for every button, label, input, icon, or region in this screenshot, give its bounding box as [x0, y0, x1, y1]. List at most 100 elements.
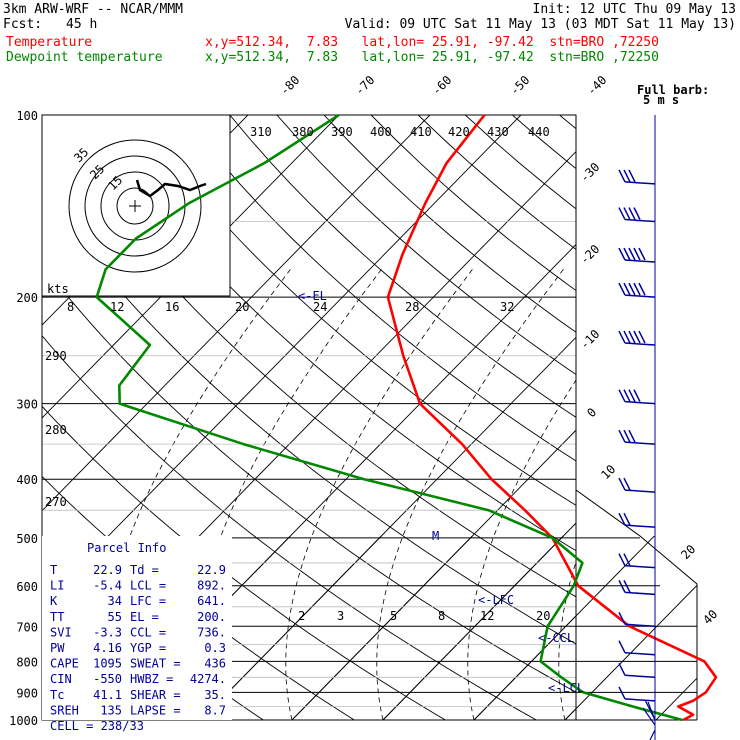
sounding-curves	[95, 113, 718, 722]
wind-barb-flag	[633, 247, 641, 261]
wind-barb-staff	[624, 342, 656, 346]
wind-barb	[618, 611, 656, 628]
frame	[41, 114, 698, 721]
wind-barb	[618, 330, 656, 346]
isotherm-line	[42, 115, 431, 512]
wind-barb-staff	[624, 489, 656, 493]
theta-left-label: 290	[45, 349, 67, 363]
mixing-ratio-label: 20	[536, 609, 550, 623]
level-marker-ccl: <-CCL	[538, 631, 574, 645]
pressure-label: 700	[16, 620, 38, 634]
isotherm-line	[200, 536, 382, 720]
isotherm-right-label: 0	[584, 405, 599, 420]
legend-dewpoint-info: x,y=512.34, 7.83 lat,lon= 25.91, -97.42 …	[205, 50, 659, 65]
wind-barb-flag	[628, 169, 636, 183]
parcel-param-name: CIN	[50, 672, 72, 686]
wind-barb-flag	[628, 207, 636, 220]
theta-label: 380	[292, 125, 314, 139]
wind-barb	[618, 553, 656, 569]
level-marker-lfc: <-LFC	[478, 593, 514, 607]
wind-barb	[618, 389, 656, 405]
wind-barb-flag	[623, 477, 631, 491]
surface-barb-cluster	[642, 699, 656, 740]
mixing-ratio-label: 2	[298, 609, 305, 623]
wind-barb-flag	[623, 282, 631, 296]
wind-barb-staff	[624, 441, 656, 445]
parcel-cell: CELL = 238/33	[50, 719, 144, 733]
wind-barb-flag	[633, 207, 641, 220]
isotherm-line	[656, 115, 740, 720]
isotherm-top-label: -40	[584, 73, 609, 98]
wind-barb-staff	[624, 564, 656, 569]
wind-barb-flag	[623, 207, 631, 220]
pressure-label: 100	[16, 109, 38, 123]
forecast-hour: 45 h	[66, 17, 98, 32]
isotherm-line	[42, 115, 522, 605]
hodograph-ring	[68, 139, 202, 273]
wind-barb-flag	[623, 247, 631, 261]
wind-barb-flag	[633, 282, 641, 296]
wind-barb-flag	[618, 169, 626, 183]
parcel-param-name: CAPE	[50, 657, 79, 671]
wind-barb-flag	[618, 282, 626, 296]
parcel-title: Parcel Info	[87, 541, 166, 555]
legend-temperature-info: x,y=512.34, 7.83 lat,lon= 25.91, -97.42 …	[205, 35, 659, 50]
wind-barb-staff	[624, 674, 656, 679]
mixing-ratio-label: 3	[337, 609, 344, 623]
parcel-info-box: Parcel Info T 22.9 Td = 22.9 LI -5.4 LCL = 892. K…	[42, 536, 232, 733]
wind-barb-staff	[624, 591, 656, 596]
isotherm-right-label: -20	[577, 242, 602, 267]
wind-barb-flag	[618, 512, 626, 526]
wind-barb-staff	[624, 400, 656, 405]
parcel-param-name: EL =	[130, 610, 159, 624]
wind-barb-flag	[618, 611, 626, 625]
parcel-param-name: Tc	[50, 688, 64, 702]
isotherm-line	[473, 615, 576, 720]
mixing-ratio-label: 8	[67, 300, 74, 314]
wind-barb-flag	[618, 662, 626, 676]
wind-barb-staff	[624, 181, 656, 185]
mixing-ratio-line	[285, 269, 473, 720]
wind-barb-flag	[618, 247, 626, 261]
isotherm-right-label: 10	[598, 462, 618, 482]
mixing-ratio-label: 28	[405, 300, 419, 314]
parcel-param-name: T	[50, 563, 57, 577]
level-marker-lcl: <-LCL	[548, 681, 584, 695]
wind-barb	[618, 282, 656, 298]
parcel-param-value: 641.	[197, 594, 226, 608]
parcel-param-value: 22.9	[197, 563, 226, 577]
parcel-param-name: SHEAR =	[130, 688, 181, 702]
pressure-label: 500	[16, 532, 38, 546]
plot-frame-lower-edge	[575, 489, 698, 720]
wind-barb-flag	[618, 553, 626, 566]
parcel-param-name: SWEAT =	[130, 657, 181, 671]
wind-barb-flag	[618, 330, 626, 344]
dry-adiabat-line	[182, 115, 576, 462]
parcel-param-value: 892.	[197, 579, 226, 593]
hodograph-unit-label: kts	[47, 282, 69, 296]
wind-barb-staff	[624, 218, 656, 223]
wind-barb-flag	[618, 686, 626, 700]
isotherm-line	[382, 522, 576, 720]
mixing-ratio-line	[376, 269, 564, 720]
wind-barb-flag	[623, 553, 631, 566]
theta-label: 310	[250, 125, 272, 139]
dry-adiabat-line	[464, 115, 576, 210]
wind-barb-flag	[638, 282, 646, 296]
mixing-ratio-label: 12	[480, 609, 494, 623]
parcel-param-value: 0.3	[204, 641, 226, 655]
wind-barb-flag	[623, 389, 631, 402]
theta-label: 400	[370, 125, 392, 139]
mixing-ratio-label: 16	[165, 300, 179, 314]
theta-label: 410	[410, 125, 432, 139]
pressure-label: 800	[16, 655, 38, 669]
dry-adiabat-line	[229, 115, 576, 418]
parcel-param-value: 1095	[93, 657, 122, 671]
parcel-param-value: 55	[108, 610, 122, 624]
wind-barb-staff	[624, 259, 656, 263]
parcel-param-value: 34	[108, 594, 122, 608]
parcel-param-value: 41.1	[93, 688, 122, 702]
plot-frame	[41, 114, 577, 721]
